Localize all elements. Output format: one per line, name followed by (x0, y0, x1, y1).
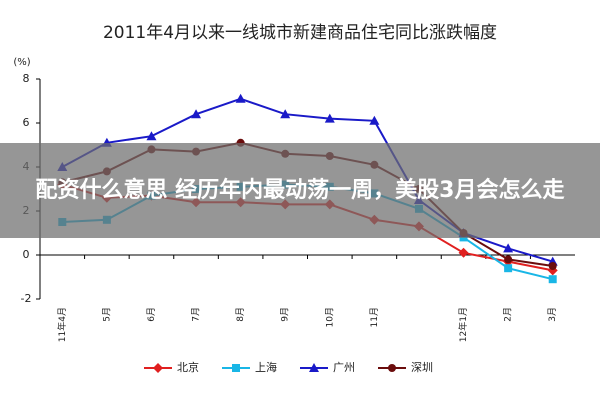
legend-label: 广州 (333, 361, 355, 374)
x-tick-label: 8月 (235, 307, 246, 322)
marker (369, 115, 380, 125)
x-tick-label: 9月 (280, 307, 291, 322)
marker (504, 264, 513, 273)
x-tick-label: 2月 (503, 307, 514, 322)
marker (235, 93, 246, 103)
marker (146, 131, 157, 141)
legend-marker (388, 364, 396, 372)
y-unit: (%) (13, 57, 30, 68)
marker (324, 113, 335, 123)
legend-marker (309, 363, 319, 372)
y-tick-label: 0 (23, 248, 30, 261)
legend-label: 上海 (255, 360, 277, 374)
marker (548, 262, 557, 270)
x-tick-label: 6月 (146, 307, 157, 322)
banner-text: 配资什么意思 经历年内最动荡一周，美股3月会怎么走 (35, 177, 565, 203)
banner: 配资什么意思 经历年内最动荡一周，美股3月会怎么走 (0, 143, 600, 238)
y-tick-label: 6 (23, 116, 30, 129)
legend-label: 深圳 (411, 361, 433, 374)
chart-title: 2011年4月以来一线城市新建商品住宅同比涨跌幅度 (103, 23, 497, 43)
x-tick-label: 10月 (324, 307, 335, 327)
legend-marker (232, 364, 240, 372)
marker (503, 243, 514, 253)
y-tick-label: -2 (21, 292, 32, 305)
x-tick-label: 5月 (101, 307, 112, 322)
y-tick-label: 8 (23, 72, 30, 85)
marker (191, 109, 202, 119)
x-tick-label: 7月 (191, 307, 202, 322)
x-tick-label: 3月 (547, 307, 558, 322)
x-tick-label: 11年4月 (56, 307, 68, 342)
legend-label: 北京 (177, 360, 199, 374)
marker (504, 255, 513, 264)
legend-marker (153, 363, 163, 373)
x-tick-label: 11月 (369, 307, 380, 327)
marker (280, 109, 291, 119)
marker (548, 275, 557, 284)
marker (458, 247, 469, 258)
x-tick-label: 12年1月 (457, 307, 469, 342)
